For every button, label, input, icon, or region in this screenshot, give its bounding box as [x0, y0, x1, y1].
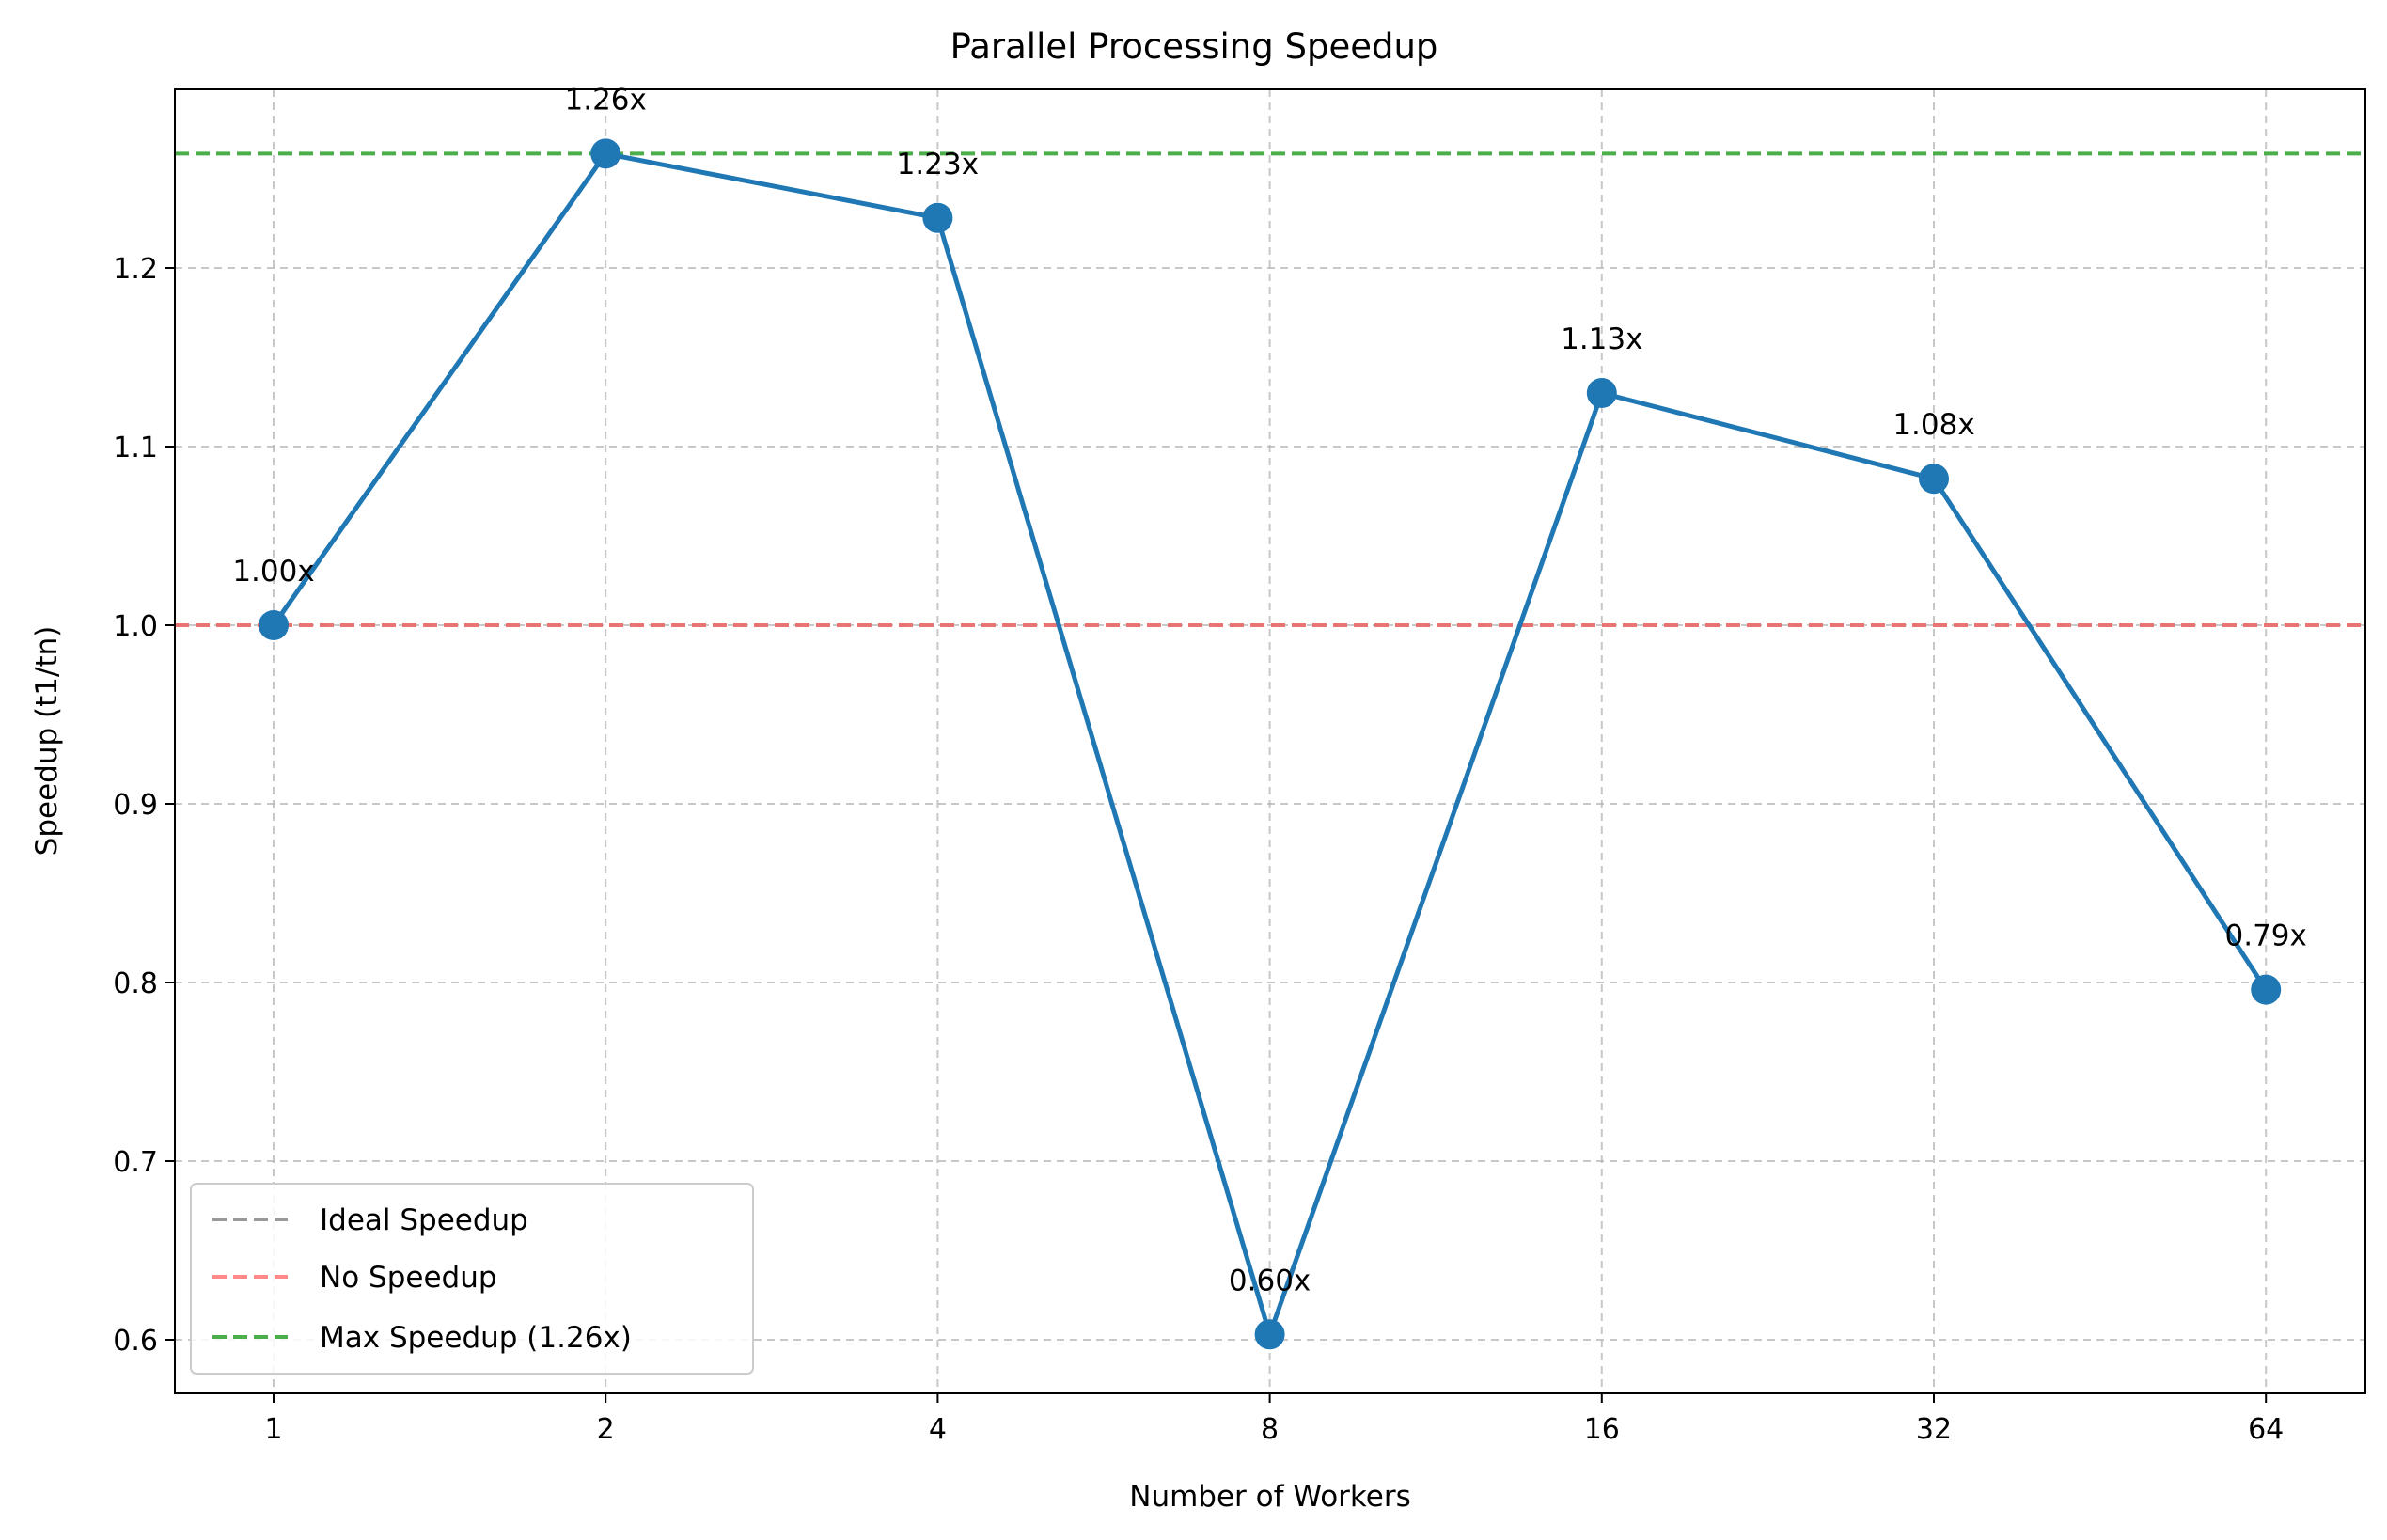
data-point: [922, 202, 953, 233]
data-point: [1586, 378, 1617, 408]
y-tick-label: 0.8: [113, 967, 158, 1000]
legend-box: [190, 1183, 754, 1375]
speedup-series: [259, 138, 2282, 1350]
data-label: 1.00x: [232, 555, 314, 589]
legend-label-no-speedup: No Speedup: [320, 1261, 497, 1295]
x-tick-label: 2: [597, 1413, 615, 1446]
y-axis-ticks: 0.6 0.7 0.8 0.9 1.0 1.1 1.2: [113, 253, 175, 1358]
x-tick-label: 32: [1916, 1413, 1952, 1446]
data-label: 1.26x: [565, 83, 647, 117]
x-axis-ticks: 1 2 4 8 16 32 64: [264, 1393, 2284, 1446]
y-tick-label: 1.0: [113, 610, 158, 643]
data-label: 1.08x: [1892, 408, 1974, 442]
chart-title: Parallel Processing Speedup: [950, 26, 1438, 67]
data-point: [590, 138, 621, 169]
data-label: 0.60x: [1229, 1264, 1311, 1297]
data-label: 1.13x: [1561, 322, 1642, 356]
gridlines: [175, 89, 2365, 1393]
legend: Ideal Speedup No Speedup Max Speedup (1.…: [190, 1183, 754, 1375]
x-tick-label: 16: [1584, 1413, 1620, 1446]
y-tick-label: 1.1: [113, 432, 158, 464]
data-labels: 1.00x 1.26x 1.23x 0.60x 1.13x 1.08x 0.79x: [232, 83, 2307, 1297]
legend-label-ideal-speedup: Ideal Speedup: [320, 1203, 528, 1237]
data-point: [1254, 1319, 1285, 1350]
y-tick-label: 0.6: [113, 1325, 158, 1358]
data-point: [2251, 974, 2282, 1005]
reference-lines: [175, 151, 2365, 627]
y-tick-label: 0.7: [113, 1146, 158, 1179]
data-point: [259, 610, 289, 640]
x-tick-label: 8: [1261, 1413, 1279, 1446]
data-point: [1919, 464, 1949, 495]
x-axis-label: Number of Workers: [1129, 1480, 1410, 1514]
data-label: 0.79x: [2225, 919, 2307, 953]
x-tick-label: 1: [264, 1413, 282, 1446]
legend-label-max-speedup: Max Speedup (1.26x): [320, 1321, 632, 1355]
data-label: 1.23x: [897, 148, 979, 181]
y-tick-label: 0.9: [113, 789, 158, 822]
x-tick-label: 64: [2248, 1413, 2284, 1446]
x-tick-label: 4: [929, 1413, 947, 1446]
y-tick-label: 1.2: [113, 253, 158, 286]
y-axis-label: Speedup (t1/tn): [30, 626, 64, 856]
